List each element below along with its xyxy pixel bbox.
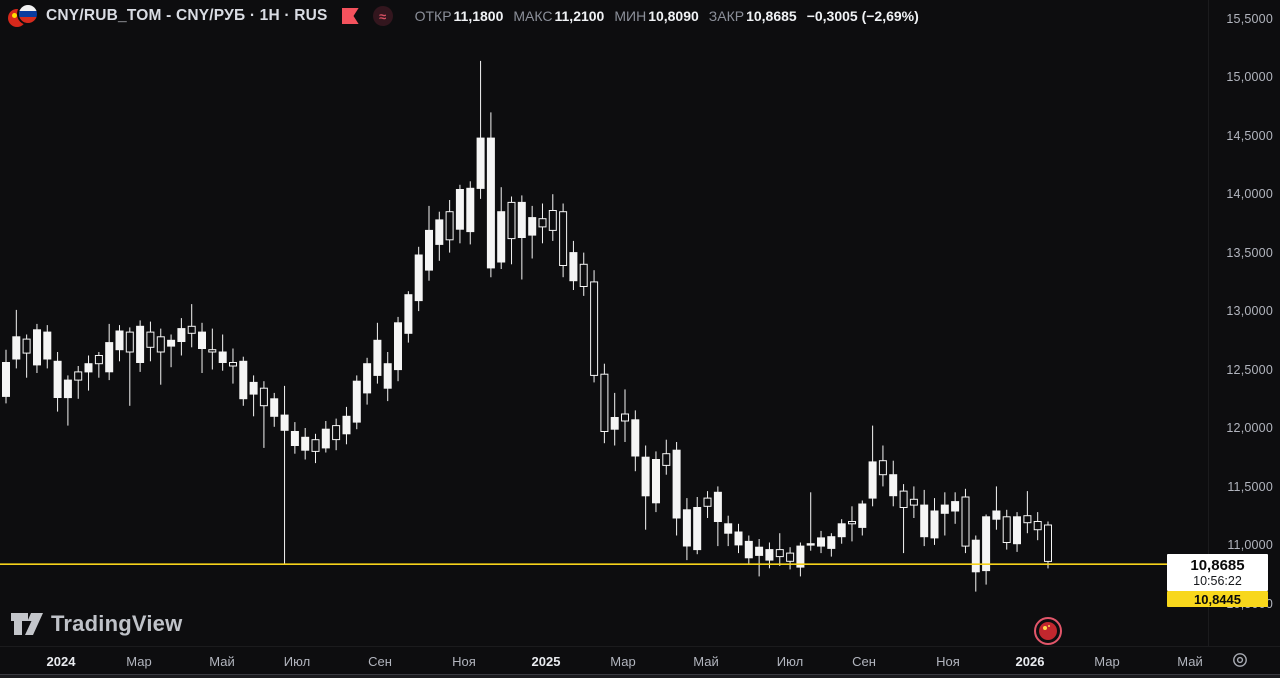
price-tick: 11,0000 xyxy=(1227,538,1273,552)
price-tick: 12,5000 xyxy=(1226,363,1273,377)
price-axis[interactable]: 15,5000 15,0000 14,5000 14,0000 13,5000 13,00… xyxy=(1208,0,1280,646)
low-label: МИН xyxy=(614,8,647,24)
price-tick: 12,0000 xyxy=(1226,421,1273,435)
symbol-header: CNY/RUB_TOM - CNY/РУБ · 1Н · RUS ≈ ОТКР … xyxy=(0,0,1280,32)
time-tick-month: Мар xyxy=(1094,654,1120,669)
price-tick: 11,5000 xyxy=(1227,480,1273,494)
alert-level-label[interactable]: 10,8445 xyxy=(1167,591,1268,607)
time-tick-month: Ноя xyxy=(936,654,960,669)
time-tick-month: Май xyxy=(693,654,719,669)
price-tick: 15,0000 xyxy=(1226,70,1273,84)
price-tick: 14,0000 xyxy=(1226,187,1273,201)
price-tick: 13,5000 xyxy=(1226,246,1273,260)
candlestick-chart[interactable] xyxy=(0,0,1208,646)
time-tick-month: Июл xyxy=(776,654,804,669)
time-tick-month: Мар xyxy=(126,654,152,669)
price-tick: 13,0000 xyxy=(1226,304,1273,318)
time-tick-month: Сен xyxy=(368,654,392,669)
price-tick: 15,5000 xyxy=(1226,12,1273,26)
russia-flag-icon xyxy=(19,5,37,23)
symbol-title[interactable]: CNY/RUB_TOM - CNY/РУБ · 1Н · RUS xyxy=(46,7,328,24)
time-axis[interactable]: 2024 Мар Май Июл Сен Ноя 2025 Мар Май Июл Сен Ноя 20… xyxy=(0,646,1280,675)
alert-level-value: 10,8445 xyxy=(1194,591,1241,607)
last-price-value: 10,8685 xyxy=(1190,557,1245,574)
ohlc-readout: ОТКР 11,1800 МАКС 11,2100 МИН 10,8090 ЗА… xyxy=(405,8,919,24)
time-tick-month: Мар xyxy=(610,654,636,669)
time-tick-year: 2026 xyxy=(1015,654,1045,669)
approx-status-icon: ≈ xyxy=(372,6,393,26)
time-tick-month: Сен xyxy=(852,654,876,669)
low-value: 10,8090 xyxy=(648,8,699,24)
open-label: ОТКР xyxy=(414,8,452,24)
time-tick-month: Ноя xyxy=(452,654,476,669)
time-tick-month: Май xyxy=(209,654,235,669)
high-value: 11,2100 xyxy=(554,8,605,24)
tradingview-logo-text: TradingView xyxy=(51,611,183,636)
last-price-label: 10,8685 10:56:22 xyxy=(1167,554,1268,591)
open-value: 11,1800 xyxy=(453,8,504,24)
symbol-pair-flags-icon xyxy=(8,4,38,28)
change-value: −0,3005 (−2,69%) xyxy=(806,8,919,24)
window-bottom-edge xyxy=(0,674,1280,678)
tradingview-logo-icon xyxy=(11,613,43,635)
time-tick-year: 2024 xyxy=(46,654,76,669)
high-label: МАКС xyxy=(513,8,553,24)
close-value: 10,8685 xyxy=(746,8,797,24)
time-tick-month: Май xyxy=(1177,654,1203,669)
bar-countdown: 10:56:22 xyxy=(1193,574,1242,588)
close-label: ЗАКР xyxy=(708,8,745,24)
time-tick-month: Июл xyxy=(283,654,311,669)
axis-settings-icon[interactable] xyxy=(1232,652,1248,668)
record-indicator-icon xyxy=(1034,617,1062,645)
flag-bookmark-icon[interactable] xyxy=(341,8,359,24)
tradingview-logo[interactable]: TradingView xyxy=(10,610,182,638)
price-tick: 14,5000 xyxy=(1226,129,1273,143)
time-tick-year: 2025 xyxy=(531,654,561,669)
